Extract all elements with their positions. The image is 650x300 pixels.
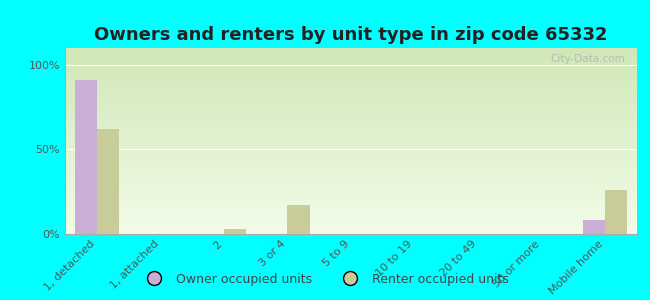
Bar xyxy=(605,190,627,234)
Bar xyxy=(287,205,309,234)
Bar xyxy=(224,229,246,234)
Bar xyxy=(97,129,119,234)
Text: City-Data.com: City-Data.com xyxy=(551,54,625,64)
Title: Owners and renters by unit type in zip code 65332: Owners and renters by unit type in zip c… xyxy=(94,26,608,44)
Legend: Owner occupied units, Renter occupied units: Owner occupied units, Renter occupied un… xyxy=(136,268,514,291)
Bar xyxy=(75,80,97,234)
Bar xyxy=(583,220,605,234)
